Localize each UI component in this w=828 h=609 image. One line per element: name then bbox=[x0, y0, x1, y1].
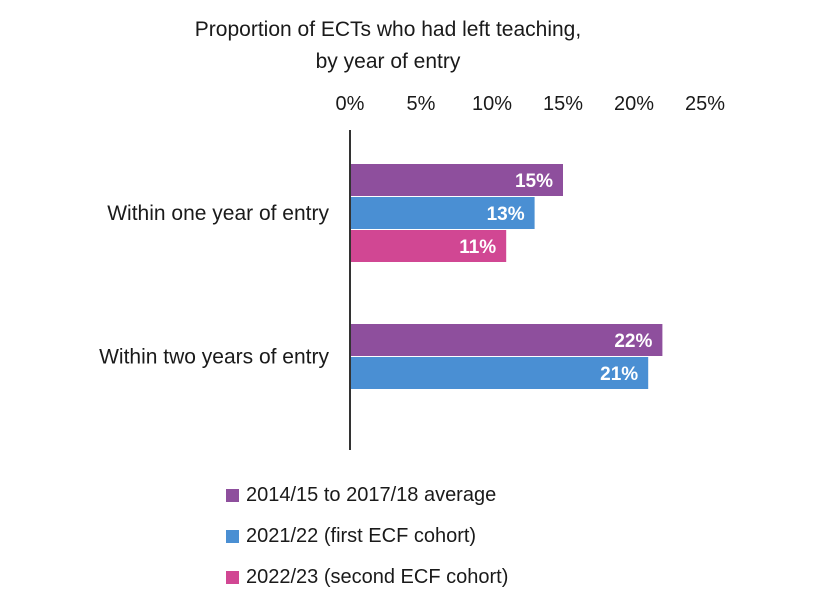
chart-title-line-2: by year of entry bbox=[316, 50, 461, 73]
x-tick-label: 0% bbox=[336, 93, 365, 115]
chart-title-line-1: Proportion of ECTs who had left teaching… bbox=[195, 18, 581, 41]
bar-data-label: 22% bbox=[614, 331, 652, 352]
x-tick-label: 15% bbox=[543, 93, 583, 115]
bar-data-label: 13% bbox=[487, 204, 525, 225]
bar-data-label: 21% bbox=[600, 364, 638, 385]
category-label: Within two years of entry bbox=[99, 346, 329, 369]
bar bbox=[350, 164, 563, 196]
legend-entry: 2014/15 to 2017/18 average bbox=[246, 484, 496, 506]
bar bbox=[350, 230, 507, 262]
x-tick-label: 5% bbox=[407, 93, 436, 115]
bar bbox=[350, 324, 663, 356]
x-axis-ticks: 0% 5% 10% 15% 20% 25% bbox=[336, 93, 726, 115]
legend-swatch bbox=[226, 530, 239, 543]
bar-data-label: 11% bbox=[459, 237, 496, 258]
bar-data-label: 15% bbox=[515, 171, 553, 192]
bar bbox=[350, 357, 649, 389]
x-tick-label: 25% bbox=[685, 93, 725, 115]
bars: 15% 13% 11% 22% 21% bbox=[350, 164, 663, 389]
category-labels: Within one year of entry Within two years… bbox=[99, 202, 329, 369]
legend-entry: 2022/23 (second ECF cohort) bbox=[246, 566, 508, 588]
legend-swatch bbox=[226, 571, 239, 584]
legend-swatch bbox=[226, 489, 239, 502]
bar bbox=[350, 197, 535, 229]
x-tick-label: 20% bbox=[614, 93, 654, 115]
category-label: Within one year of entry bbox=[107, 202, 329, 225]
legend: 2014/15 to 2017/18 average 2021/22 (first… bbox=[226, 484, 508, 588]
legend-entry: 2021/22 (first ECF cohort) bbox=[246, 525, 476, 547]
x-tick-label: 10% bbox=[472, 93, 512, 115]
